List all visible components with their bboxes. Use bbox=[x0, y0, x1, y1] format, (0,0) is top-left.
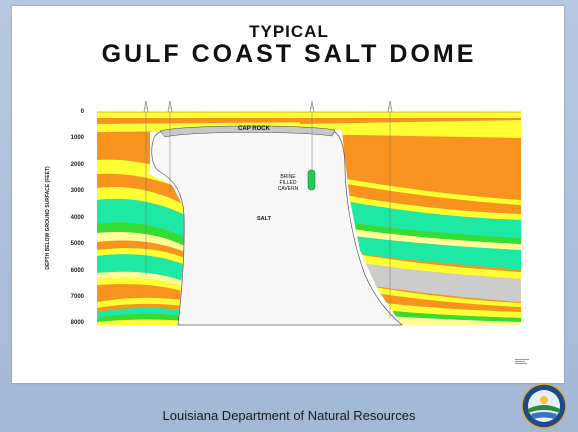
salt-body bbox=[151, 129, 403, 326]
depth-tick-6000: 6000 bbox=[70, 268, 84, 274]
depth-tick-4000: 4000 bbox=[70, 215, 84, 221]
depth-tick-0: 0 bbox=[80, 109, 84, 115]
footer-organization: Louisiana Department of Natural Resource… bbox=[162, 408, 416, 423]
title-main: GULF COAST SALT DOME bbox=[101, 40, 477, 68]
depth-tick-3000: 3000 bbox=[70, 188, 84, 194]
well-derrick-1 bbox=[143, 100, 149, 113]
department-seal-logo bbox=[521, 383, 567, 429]
y-axis-label: DEPTH BELOW GROUND SURFACE (FEET) bbox=[45, 166, 51, 270]
depth-tick-7000: 7000 bbox=[70, 294, 84, 300]
depth-tick-8000: 8000 bbox=[70, 320, 84, 326]
well-derrick-3 bbox=[309, 100, 315, 113]
depth-tick-2000: 2000 bbox=[70, 162, 84, 168]
brine-label-line1: BRINE bbox=[280, 174, 296, 180]
well-derrick-4 bbox=[387, 100, 393, 113]
brine-label-line3: CAVERN bbox=[278, 186, 299, 192]
brine-label-line2: FILLED bbox=[280, 180, 297, 186]
brine-cavern bbox=[307, 169, 316, 191]
well-derrick-2 bbox=[167, 100, 173, 113]
salt-label: SALT bbox=[257, 216, 272, 222]
depth-tick-1000: 1000 bbox=[70, 135, 84, 141]
cap-rock bbox=[159, 125, 336, 138]
title-typical: TYPICAL bbox=[249, 22, 329, 41]
depth-tick-5000: 5000 bbox=[70, 241, 84, 247]
fine-print-note bbox=[515, 359, 529, 364]
cap-rock-label: CAP ROCK bbox=[238, 126, 271, 132]
